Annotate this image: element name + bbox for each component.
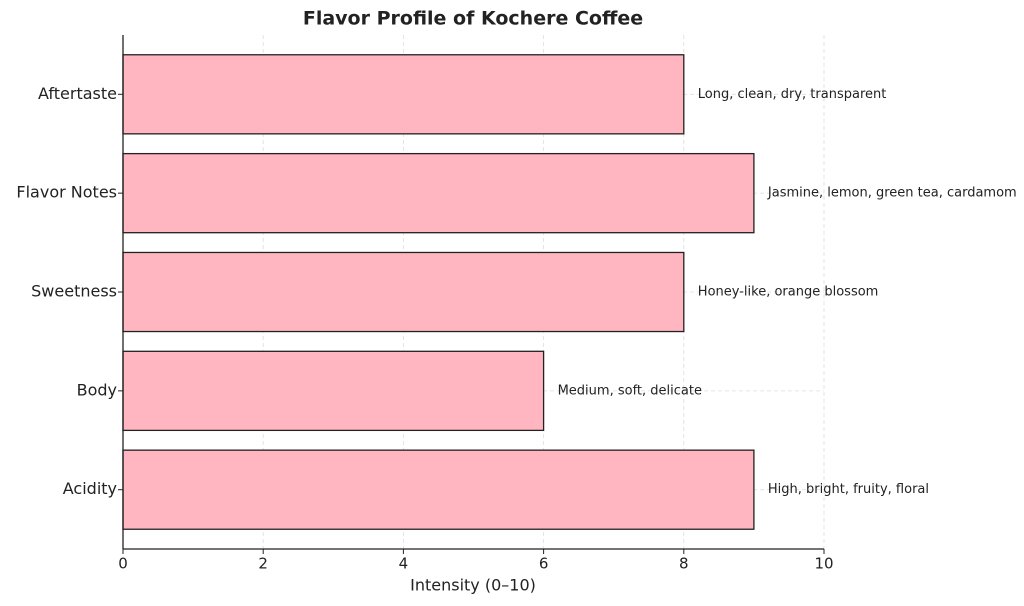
bar (122, 54, 685, 135)
bar (122, 251, 685, 333)
y-tick-label: Aftertaste (38, 84, 117, 103)
x-tick-label: 8 (679, 555, 689, 573)
annotation: Honey-like, orange blossom (698, 285, 879, 300)
bar (122, 152, 755, 234)
annotation: Medium, soft, delicate (558, 383, 702, 398)
x-tick-label: 0 (118, 555, 128, 573)
x-tick-label: 2 (258, 555, 268, 573)
y-tick-label: Flavor Notes (16, 183, 117, 202)
x-tick-label: 6 (539, 555, 549, 573)
x-tick-label: 10 (814, 555, 833, 573)
y-tick-label: Sweetness (31, 282, 117, 301)
y-tick-label: Body (77, 380, 117, 399)
annotation: Jasmine, lemon, green tea, cardamom (767, 186, 1017, 201)
x-axis-label: Intensity (0–10) (410, 576, 536, 595)
chart-title: Flavor Profile of Kochere Coffee (303, 8, 643, 30)
bar (122, 350, 545, 432)
x-tick-label: 4 (399, 555, 409, 573)
annotation: Long, clean, dry, transparent (698, 87, 887, 102)
bar (122, 449, 755, 530)
annotation: High, bright, fruity, floral (768, 482, 929, 497)
y-tick-label: Acidity (63, 479, 117, 498)
